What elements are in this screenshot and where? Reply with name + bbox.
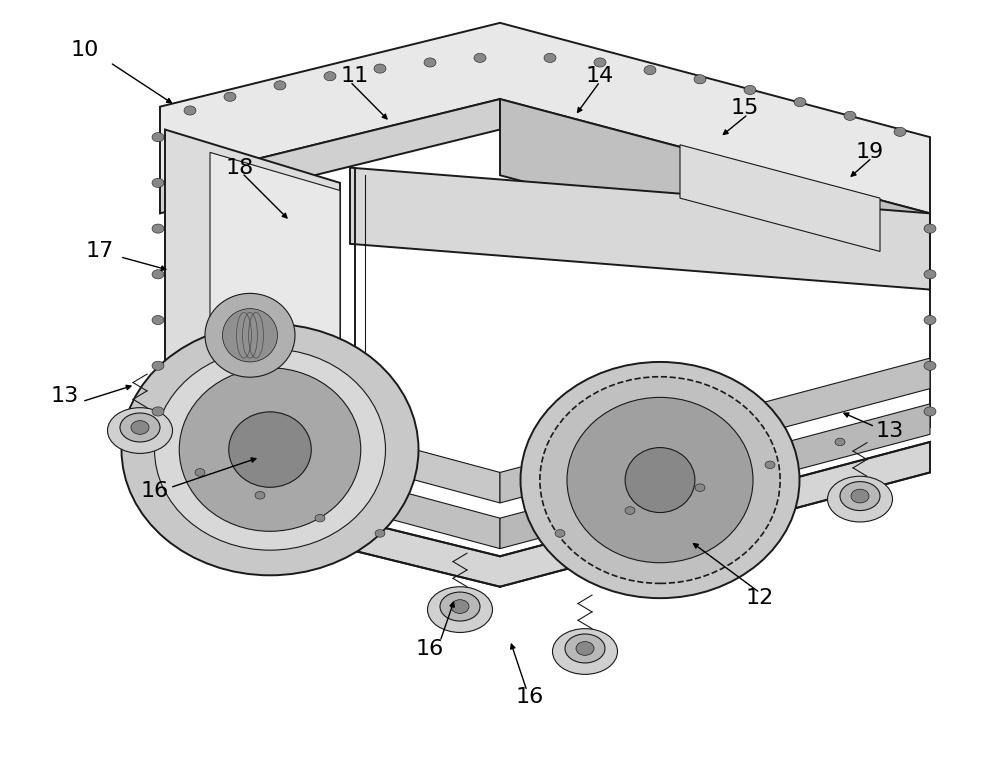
Circle shape: [544, 53, 556, 62]
Circle shape: [195, 469, 205, 476]
Circle shape: [844, 111, 856, 120]
Ellipse shape: [205, 293, 295, 377]
Circle shape: [255, 491, 265, 499]
Circle shape: [375, 530, 385, 537]
Text: 18: 18: [226, 158, 254, 178]
Ellipse shape: [179, 368, 361, 531]
Ellipse shape: [565, 634, 605, 663]
Circle shape: [924, 315, 936, 325]
Circle shape: [924, 224, 936, 233]
Ellipse shape: [440, 592, 480, 621]
Text: 11: 11: [341, 66, 369, 86]
Ellipse shape: [828, 476, 893, 522]
Polygon shape: [160, 381, 500, 503]
Circle shape: [274, 81, 286, 90]
Circle shape: [152, 407, 164, 416]
Text: 14: 14: [586, 66, 614, 86]
Ellipse shape: [625, 447, 695, 513]
Text: 15: 15: [731, 98, 759, 118]
Polygon shape: [165, 130, 340, 434]
Circle shape: [851, 489, 869, 503]
Polygon shape: [160, 427, 500, 549]
Circle shape: [315, 514, 325, 522]
Polygon shape: [210, 152, 340, 434]
Circle shape: [152, 270, 164, 279]
Circle shape: [324, 72, 336, 81]
Ellipse shape: [840, 482, 880, 511]
Circle shape: [424, 58, 436, 67]
Text: 16: 16: [141, 482, 169, 501]
Ellipse shape: [222, 309, 278, 362]
Circle shape: [694, 75, 706, 84]
Polygon shape: [160, 442, 930, 587]
Ellipse shape: [120, 413, 160, 442]
Ellipse shape: [567, 398, 753, 563]
Circle shape: [695, 484, 705, 491]
Circle shape: [835, 438, 845, 446]
Circle shape: [924, 270, 936, 279]
Polygon shape: [500, 358, 930, 503]
Circle shape: [555, 530, 565, 537]
Circle shape: [152, 224, 164, 233]
Circle shape: [131, 421, 149, 434]
Circle shape: [152, 361, 164, 370]
Circle shape: [644, 66, 656, 75]
Polygon shape: [680, 145, 880, 251]
Circle shape: [152, 133, 164, 142]
Text: 13: 13: [51, 386, 79, 406]
Ellipse shape: [520, 362, 800, 598]
Circle shape: [924, 361, 936, 370]
Circle shape: [594, 58, 606, 67]
Circle shape: [794, 98, 806, 107]
Polygon shape: [500, 404, 930, 549]
Ellipse shape: [552, 629, 618, 674]
Circle shape: [224, 92, 236, 101]
Circle shape: [894, 127, 906, 136]
Polygon shape: [500, 99, 930, 290]
Polygon shape: [160, 23, 930, 213]
Text: 12: 12: [746, 588, 774, 608]
Ellipse shape: [154, 349, 386, 550]
Text: 16: 16: [416, 639, 444, 659]
Ellipse shape: [108, 408, 173, 453]
Circle shape: [765, 461, 775, 469]
Ellipse shape: [540, 376, 780, 584]
Circle shape: [474, 53, 486, 62]
Circle shape: [152, 315, 164, 325]
Circle shape: [576, 642, 594, 655]
Circle shape: [625, 507, 635, 514]
Circle shape: [924, 407, 936, 416]
Circle shape: [374, 64, 386, 73]
Ellipse shape: [428, 587, 492, 632]
Ellipse shape: [229, 412, 311, 488]
Circle shape: [184, 106, 196, 115]
Text: 19: 19: [856, 142, 884, 162]
Circle shape: [451, 600, 469, 613]
Text: 13: 13: [876, 421, 904, 440]
Circle shape: [744, 85, 756, 94]
Text: 16: 16: [516, 687, 544, 707]
Polygon shape: [350, 168, 930, 290]
Polygon shape: [160, 99, 500, 213]
Circle shape: [152, 178, 164, 187]
Text: 17: 17: [86, 242, 114, 261]
Text: 10: 10: [71, 40, 99, 59]
Ellipse shape: [121, 324, 418, 575]
